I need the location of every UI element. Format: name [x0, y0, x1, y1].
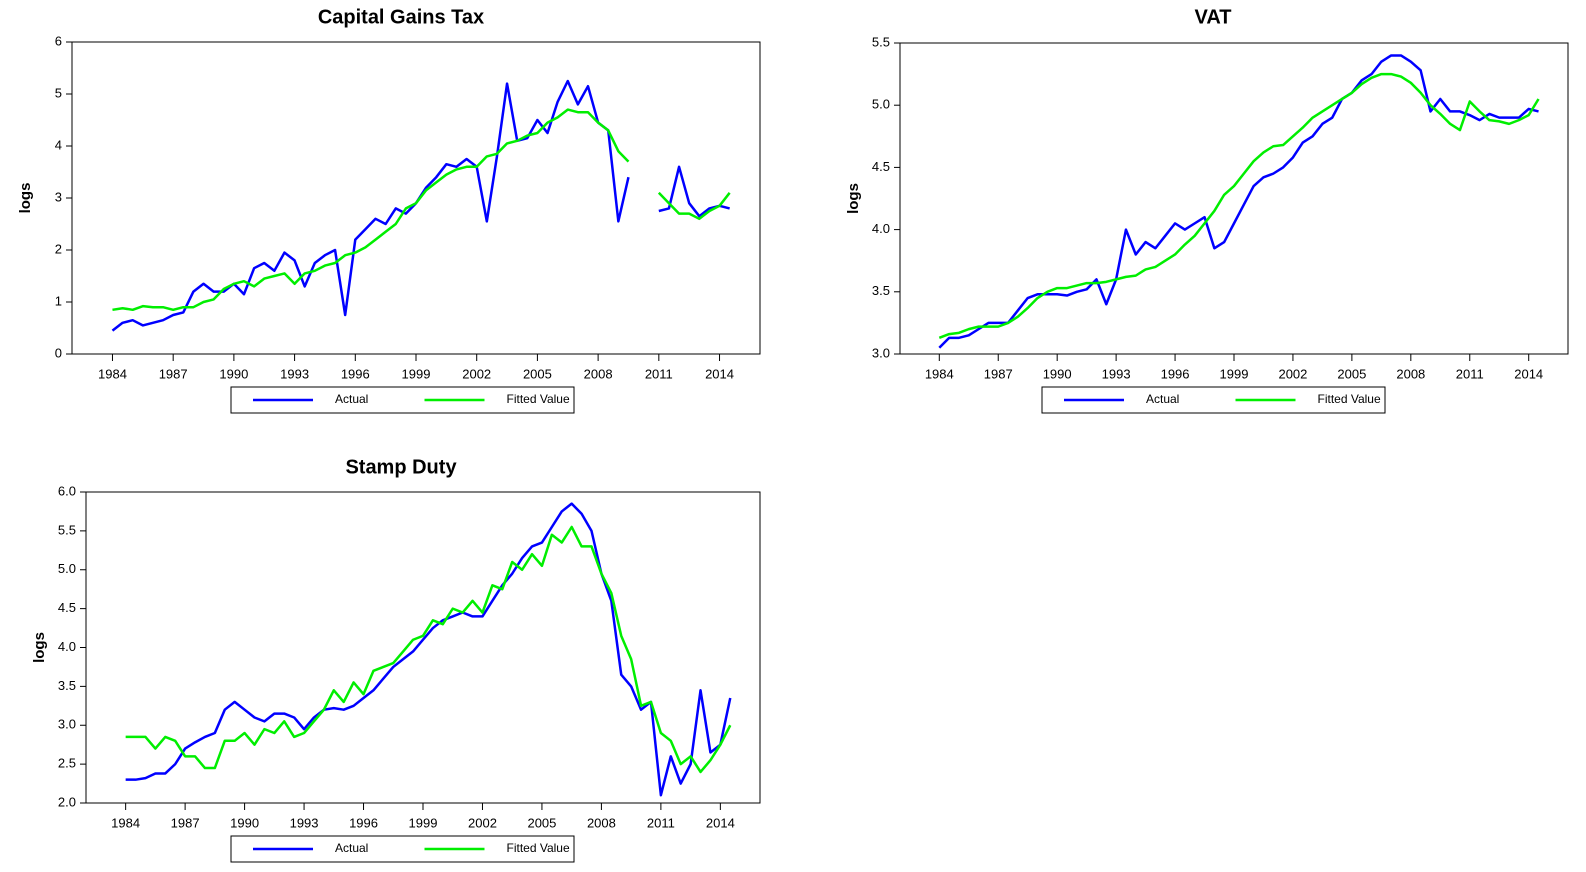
y-tick-label: 4.0: [872, 221, 890, 236]
x-tick-label: 2011: [647, 815, 675, 830]
x-tick-label: 1990: [1043, 366, 1072, 381]
y-tick-label: 2: [55, 241, 62, 256]
series-line: [938, 54, 1539, 349]
x-tick-label: 1996: [349, 815, 378, 830]
x-tick-label: 1984: [98, 366, 127, 381]
x-tick-label: 1993: [1102, 366, 1131, 381]
y-tick-label: 3.5: [872, 283, 890, 298]
y-tick-label: 5.5: [58, 522, 76, 537]
x-tick-label: 2008: [1396, 366, 1425, 381]
y-tick-label: 3: [55, 189, 62, 204]
legend-label: Fitted Value: [1318, 392, 1381, 406]
x-tick-label: 2002: [462, 366, 491, 381]
y-tick-label: 3.0: [58, 717, 76, 732]
y-tick-label: 6.0: [58, 483, 76, 498]
y-tick-label: 5.0: [58, 561, 76, 576]
y-tick-label: 3.5: [58, 678, 76, 693]
x-tick-label: 2011: [645, 366, 673, 381]
chart-title: VAT: [1194, 6, 1231, 28]
legend-label: Fitted Value: [507, 841, 570, 855]
x-tick-label: 1990: [219, 366, 248, 381]
y-tick-label: 2.5: [58, 756, 76, 771]
y-tick-label: 5.0: [872, 97, 890, 112]
y-tick-label: 4: [55, 137, 62, 152]
x-tick-label: 2005: [523, 366, 552, 381]
y-axis-label: logs: [31, 632, 48, 663]
x-tick-label: 1984: [111, 815, 140, 830]
y-tick-label: 6: [55, 33, 62, 48]
y-tick-label: 0: [55, 345, 62, 360]
x-tick-label: 2005: [527, 815, 556, 830]
x-tick-label: 2014: [705, 366, 734, 381]
x-tick-label: 1999: [402, 366, 431, 381]
x-tick-label: 1984: [925, 366, 954, 381]
x-tick-label: 1996: [341, 366, 370, 381]
series-line: [125, 525, 732, 774]
series-line: [125, 502, 732, 797]
y-axis-label: logs: [845, 183, 862, 214]
x-tick-label: 2011: [1456, 366, 1484, 381]
x-tick-label: 2014: [1514, 366, 1543, 381]
series-line: [938, 72, 1540, 339]
legend-label: Actual: [1146, 392, 1179, 406]
y-tick-label: 5.5: [872, 34, 890, 49]
x-tick-label: 1987: [159, 366, 188, 381]
y-tick-label: 5: [55, 85, 62, 100]
chart-title: Stamp Duty: [345, 456, 457, 478]
x-tick-label: 2002: [468, 815, 497, 830]
y-tick-label: 4.5: [872, 159, 890, 174]
y-tick-label: 4.0: [58, 639, 76, 654]
legend-label: Actual: [335, 392, 368, 406]
x-tick-label: 1990: [230, 815, 259, 830]
y-tick-label: 4.5: [58, 600, 76, 615]
x-tick-label: 1999: [409, 815, 438, 830]
x-tick-label: 1999: [1220, 366, 1249, 381]
legend-label: Actual: [335, 841, 368, 855]
y-tick-label: 1: [55, 293, 62, 308]
x-tick-label: 2005: [1337, 366, 1366, 381]
x-tick-label: 2008: [587, 815, 616, 830]
legend-box: [230, 386, 575, 414]
x-tick-label: 2014: [706, 815, 735, 830]
x-tick-label: 1993: [290, 815, 319, 830]
y-tick-label: 3.0: [872, 345, 890, 360]
series-line: [112, 108, 731, 312]
x-tick-label: 1996: [1161, 366, 1190, 381]
chart-title: Capital Gains Tax: [318, 6, 484, 28]
x-tick-label: 1987: [171, 815, 200, 830]
y-tick-label: 2.0: [58, 794, 76, 809]
series-line: [111, 79, 730, 332]
plot-frame: [899, 42, 1569, 355]
x-tick-label: 2008: [584, 366, 613, 381]
x-tick-label: 1987: [984, 366, 1013, 381]
y-axis-label: logs: [17, 183, 34, 214]
x-tick-label: 2002: [1278, 366, 1307, 381]
legend-label: Fitted Value: [507, 392, 570, 406]
x-tick-label: 1993: [280, 366, 309, 381]
plot-frame: [71, 41, 761, 355]
